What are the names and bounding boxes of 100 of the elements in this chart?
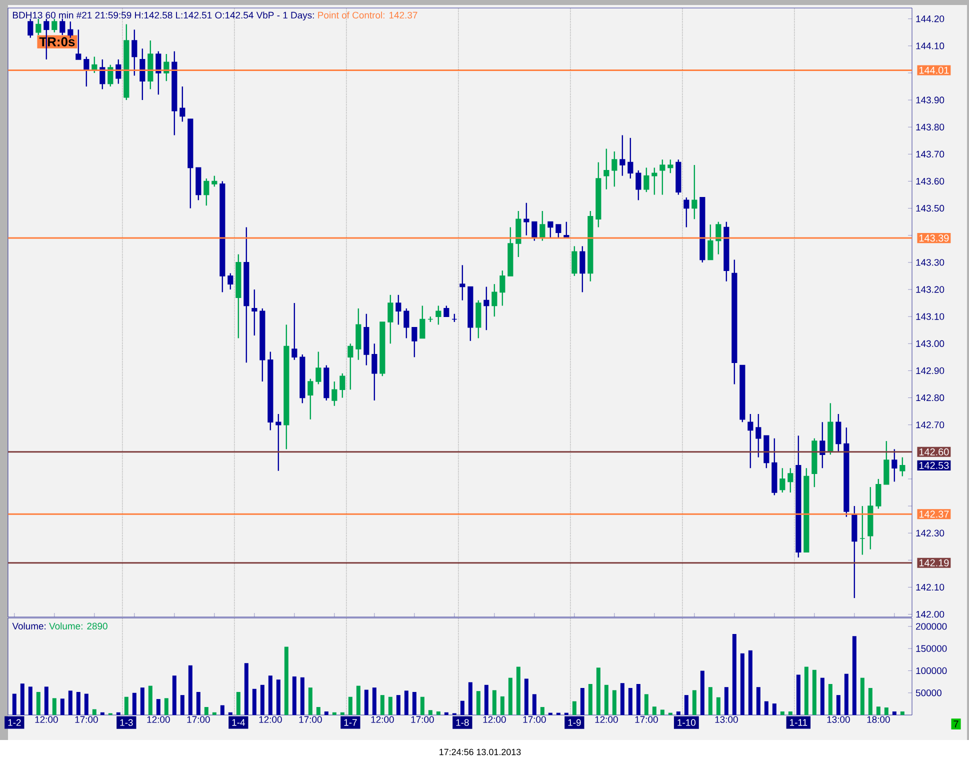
candlestick xyxy=(580,246,586,293)
x-tick-label: 1-3 xyxy=(120,719,133,726)
bar xyxy=(36,692,40,715)
bar xyxy=(756,687,760,715)
candlestick xyxy=(684,196,690,228)
candlestick xyxy=(892,448,898,482)
candlestick xyxy=(308,378,314,420)
bar xyxy=(524,678,528,715)
candlestick xyxy=(492,283,498,318)
bar xyxy=(428,710,432,715)
bar xyxy=(532,694,536,715)
bar xyxy=(444,712,448,715)
ref-line-label: 142.60 xyxy=(919,448,949,456)
bar xyxy=(788,711,792,715)
candlestick xyxy=(348,343,354,390)
bar xyxy=(348,696,352,715)
candlestick xyxy=(52,18,58,33)
bar xyxy=(500,696,504,715)
bar xyxy=(148,686,152,715)
bar xyxy=(308,688,312,715)
bar xyxy=(436,711,440,715)
candlestick xyxy=(28,18,34,38)
bar xyxy=(820,678,824,715)
bar xyxy=(884,707,888,715)
y-tick-label: 50000 xyxy=(916,690,942,696)
x-tick-label: 17:00 xyxy=(299,716,322,723)
candlestick xyxy=(100,58,106,90)
bar xyxy=(388,696,392,715)
candlestick xyxy=(108,64,114,88)
bar xyxy=(300,677,304,715)
x-tick-label: 13:00 xyxy=(827,716,850,723)
y-tick-label: 142.80 xyxy=(916,394,944,402)
bar xyxy=(804,666,808,715)
bar xyxy=(28,686,32,715)
bar xyxy=(732,634,736,715)
bar xyxy=(276,680,280,715)
bar xyxy=(580,688,584,715)
bar xyxy=(68,690,72,715)
bar xyxy=(868,688,872,715)
text: 7 xyxy=(954,720,958,728)
bar xyxy=(716,697,720,715)
bar xyxy=(604,684,608,715)
bar xyxy=(724,687,728,715)
bar xyxy=(636,684,640,715)
candlestick xyxy=(412,326,418,358)
y-tick-label: 150000 xyxy=(916,645,947,652)
bar xyxy=(700,670,704,715)
bar xyxy=(676,711,680,715)
candlestick xyxy=(748,413,754,469)
bar xyxy=(708,687,712,715)
x-tick-label: 12:00 xyxy=(259,716,282,723)
candlestick xyxy=(836,413,842,452)
chart-title: BDH13 60 min #21 21:59:59 H:142.58 L:142.51 O:142.54 VbP - 1 Days: xyxy=(12,12,314,20)
candlestick xyxy=(540,210,546,242)
x-tick-label: 1-9 xyxy=(568,719,581,726)
bar xyxy=(228,712,232,715)
x-tick-label: 17:00 xyxy=(523,716,546,723)
candlestick xyxy=(204,178,210,206)
y-tick-label: 100000 xyxy=(916,667,947,674)
x-tick-label: 12:00 xyxy=(371,716,394,723)
y-tick-label: 143.60 xyxy=(916,178,944,185)
bar xyxy=(204,707,208,715)
bar xyxy=(540,707,544,715)
bar xyxy=(236,692,240,715)
bar xyxy=(44,686,48,715)
bar xyxy=(404,690,408,715)
bar xyxy=(372,688,376,715)
bar xyxy=(260,684,264,715)
bar xyxy=(364,690,368,715)
bar xyxy=(684,695,688,715)
candlestick xyxy=(900,456,906,477)
candlestick xyxy=(420,305,426,339)
candlestick xyxy=(164,53,170,82)
candlestick xyxy=(548,221,554,239)
y-tick-label: 142.70 xyxy=(916,421,944,428)
candlestick xyxy=(788,468,794,494)
bar xyxy=(124,696,128,715)
y-tick-label: 143.50 xyxy=(916,204,944,212)
y-tick-label: 142.00 xyxy=(916,610,944,618)
bar xyxy=(196,692,200,715)
x-tick-label: 17:00 xyxy=(411,716,434,723)
bar xyxy=(244,663,248,715)
bar xyxy=(844,674,848,715)
candlestick xyxy=(780,468,786,494)
candlestick xyxy=(292,302,298,360)
candlestick xyxy=(532,221,538,242)
x-tick-label: 18:00 xyxy=(867,716,890,723)
y-tick-label: 144.10 xyxy=(916,42,944,50)
x-tick-label: 12:00 xyxy=(147,716,170,723)
y-tick-label: 143.70 xyxy=(916,150,944,158)
candlestick xyxy=(404,308,410,339)
bar xyxy=(316,707,320,715)
bar xyxy=(52,698,56,715)
bar xyxy=(164,698,168,715)
bar xyxy=(780,711,784,715)
bar xyxy=(484,684,488,715)
x-tick-label: 17:00 xyxy=(635,716,658,723)
bar xyxy=(340,712,344,715)
bar xyxy=(476,691,480,715)
candlestick xyxy=(820,422,826,469)
